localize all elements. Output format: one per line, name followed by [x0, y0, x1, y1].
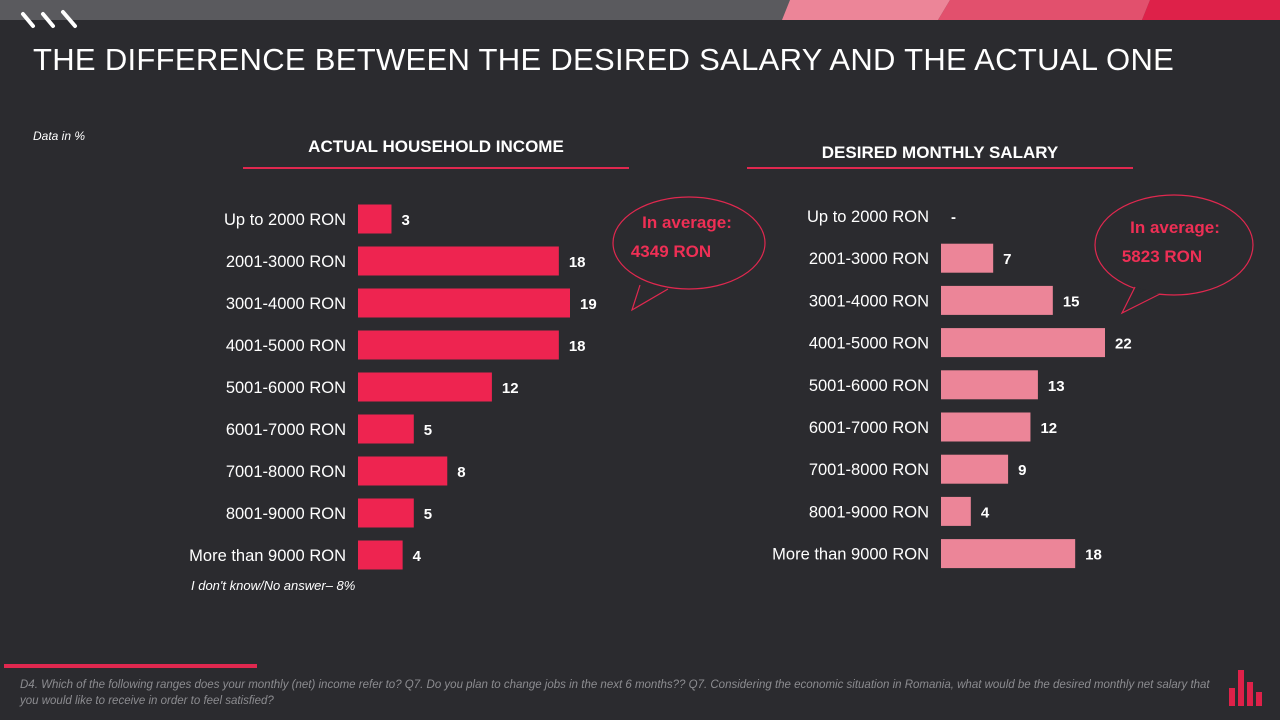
category-label-actual: More than 9000 RON	[189, 547, 346, 565]
slash-stripes-icon	[21, 10, 77, 28]
panel-title-desired: DESIRED MONTHLY SALARY	[821, 143, 1059, 162]
category-label-desired: 8001-9000 RON	[809, 503, 929, 521]
category-label-actual: 2001-3000 RON	[226, 253, 346, 271]
bar-actual	[358, 330, 559, 360]
category-label-actual: 5001-6000 RON	[226, 379, 346, 397]
value-label-desired: -	[951, 209, 956, 226]
category-label-actual: 8001-9000 RON	[226, 505, 346, 523]
value-label-desired: 12	[1040, 420, 1057, 437]
speech-bubble-tail-mask	[632, 285, 668, 310]
value-label-desired: 22	[1115, 336, 1132, 353]
average-label-desired: In average: 5823 RON	[1100, 218, 1250, 267]
bar-actual	[358, 414, 414, 444]
value-label-actual: 5	[424, 506, 432, 523]
value-label-desired: 4	[981, 504, 990, 521]
bar-desired	[941, 285, 1053, 315]
value-label-desired: 18	[1085, 547, 1102, 564]
category-label-actual: 6001-7000 RON	[226, 421, 346, 439]
category-label-desired: 7001-8000 RON	[809, 461, 929, 479]
value-label-desired: 9	[1018, 462, 1026, 479]
speech-bubble-tail-mask	[1122, 287, 1160, 313]
value-label-actual: 3	[401, 212, 409, 229]
panel-rule-desired	[747, 167, 1133, 169]
bottom-accent-rule	[4, 664, 257, 668]
category-label-actual: Up to 2000 RON	[224, 211, 346, 229]
average-label-actual-line1: In average:	[642, 213, 732, 232]
category-label-desired: 3001-4000 RON	[809, 292, 929, 310]
panel-rule-actual	[243, 167, 629, 169]
page-title: THE DIFFERENCE BETWEEN THE DESIRED SALAR…	[33, 42, 1175, 77]
no-answer-note: I don't know/No answer– 8%	[191, 578, 356, 593]
category-label-actual: 3001-4000 RON	[226, 295, 346, 313]
category-label-actual: 7001-8000 RON	[226, 463, 346, 481]
bar-actual	[358, 246, 559, 276]
bar-desired	[941, 454, 1009, 484]
unit-note: Data in %	[33, 129, 86, 143]
bar-desired	[941, 539, 1076, 569]
bar-actual	[358, 498, 414, 528]
category-label-desired: 6001-7000 RON	[809, 419, 929, 437]
footnote: D4. Which of the following ranges does y…	[20, 679, 1210, 707]
value-label-actual: 8	[457, 464, 465, 481]
bar-actual	[358, 204, 392, 234]
value-label-desired: 7	[1003, 251, 1011, 268]
bar-desired	[941, 243, 994, 273]
category-label-desired: 2001-3000 RON	[809, 250, 929, 268]
top-stripe-pink	[782, 0, 950, 20]
bar-actual	[358, 288, 570, 318]
value-label-actual: 5	[424, 422, 432, 439]
bar-desired	[941, 328, 1105, 358]
average-label-actual: In average: 4349 RON	[612, 213, 762, 262]
brand-logo-icon	[1229, 670, 1262, 706]
average-label-desired-line1: In average:	[1130, 218, 1220, 237]
speech-bubble-tail	[630, 284, 669, 312]
bar-desired	[941, 412, 1031, 442]
value-label-actual: 18	[569, 338, 586, 355]
category-label-desired: 5001-6000 RON	[809, 377, 929, 395]
category-label-desired: 4001-5000 RON	[809, 335, 929, 353]
panel-title-actual: ACTUAL HOUSEHOLD INCOME	[308, 137, 564, 156]
bar-actual	[358, 540, 403, 570]
average-value-actual: 4349 RON	[630, 242, 712, 261]
speech-bubble-tail	[1120, 286, 1161, 315]
value-label-desired: 13	[1048, 378, 1065, 395]
top-decoration	[21, 0, 1280, 28]
category-label-desired: Up to 2000 RON	[807, 208, 929, 226]
bar-desired	[941, 496, 971, 526]
average-value-desired: 5823 RON	[1121, 247, 1203, 266]
category-label-actual: 4001-5000 RON	[226, 337, 346, 355]
value-label-actual: 19	[580, 296, 597, 313]
bar-desired	[941, 370, 1038, 400]
value-label-actual: 12	[502, 380, 519, 397]
value-label-actual: 4	[413, 548, 422, 565]
bar-actual	[358, 372, 492, 402]
top-stripe-rose	[938, 0, 1150, 20]
top-stripe-red	[1142, 0, 1280, 20]
value-label-desired: 15	[1063, 293, 1080, 310]
bar-actual	[358, 456, 448, 486]
category-label-desired: More than 9000 RON	[772, 546, 929, 564]
